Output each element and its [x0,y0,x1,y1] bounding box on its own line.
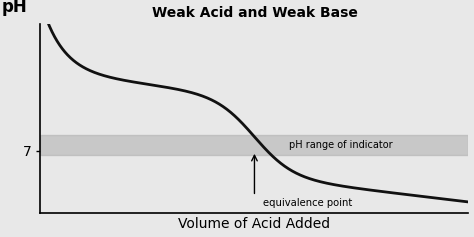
Text: pH range of indicator: pH range of indicator [289,140,392,150]
Y-axis label: pH: pH [2,0,27,16]
Bar [40,135,468,155]
Text: equivalence point: equivalence point [263,198,352,208]
Title: Weak Acid and Weak Base: Weak Acid and Weak Base [152,5,357,20]
X-axis label: Volume of Acid Added: Volume of Acid Added [178,217,330,232]
